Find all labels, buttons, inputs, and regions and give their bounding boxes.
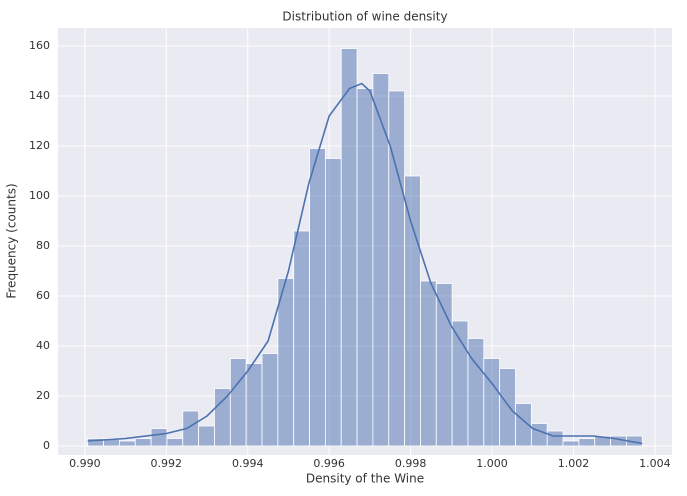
x-tick-label: 1.004 — [639, 457, 671, 470]
bar — [198, 425, 215, 447]
y-tick-label: 80 — [36, 239, 50, 252]
bar — [356, 88, 374, 447]
x-tick-label: 0.990 — [69, 457, 101, 470]
bar — [530, 423, 548, 447]
bar — [119, 440, 136, 447]
bar — [229, 358, 247, 447]
bar — [134, 438, 152, 447]
x-tick-label: 0.996 — [313, 457, 345, 470]
x-tick-label: 1.002 — [558, 457, 590, 470]
bar — [467, 338, 485, 447]
y-tick-label: 120 — [29, 139, 50, 152]
bar — [499, 368, 516, 447]
bar — [309, 148, 326, 447]
bar — [562, 440, 580, 447]
bar — [483, 358, 501, 447]
y-tick-label: 140 — [29, 89, 50, 102]
bar — [245, 363, 263, 447]
bar — [324, 158, 342, 447]
bar — [214, 388, 231, 447]
bar — [150, 428, 168, 447]
x-tick-label: 0.998 — [395, 457, 427, 470]
y-tick-label: 20 — [36, 389, 50, 402]
x-axis-label: Density of the Wine — [306, 472, 424, 486]
bar — [261, 353, 279, 447]
x-tick-label: 0.992 — [151, 457, 183, 470]
bar — [546, 430, 564, 447]
bar — [388, 90, 406, 447]
y-tick-label: 100 — [29, 189, 50, 202]
bar — [435, 283, 453, 447]
bar — [340, 48, 358, 447]
bar — [277, 278, 295, 447]
bar — [404, 175, 421, 447]
bar — [578, 438, 596, 447]
bar — [166, 438, 184, 447]
y-tick-label: 0 — [43, 439, 50, 452]
y-tick-label: 160 — [29, 39, 50, 52]
bar — [372, 73, 390, 447]
y-axis-label: Frequency (counts) — [5, 183, 19, 298]
kde-line — [87, 82, 643, 445]
x-tick-label: 0.994 — [232, 457, 264, 470]
y-tick-label: 60 — [36, 289, 50, 302]
bar — [420, 280, 437, 447]
y-tick-label: 40 — [36, 339, 50, 352]
bar — [293, 230, 310, 447]
chart-title: Distribution of wine density — [282, 10, 447, 24]
x-tick-label: 1.000 — [476, 457, 508, 470]
